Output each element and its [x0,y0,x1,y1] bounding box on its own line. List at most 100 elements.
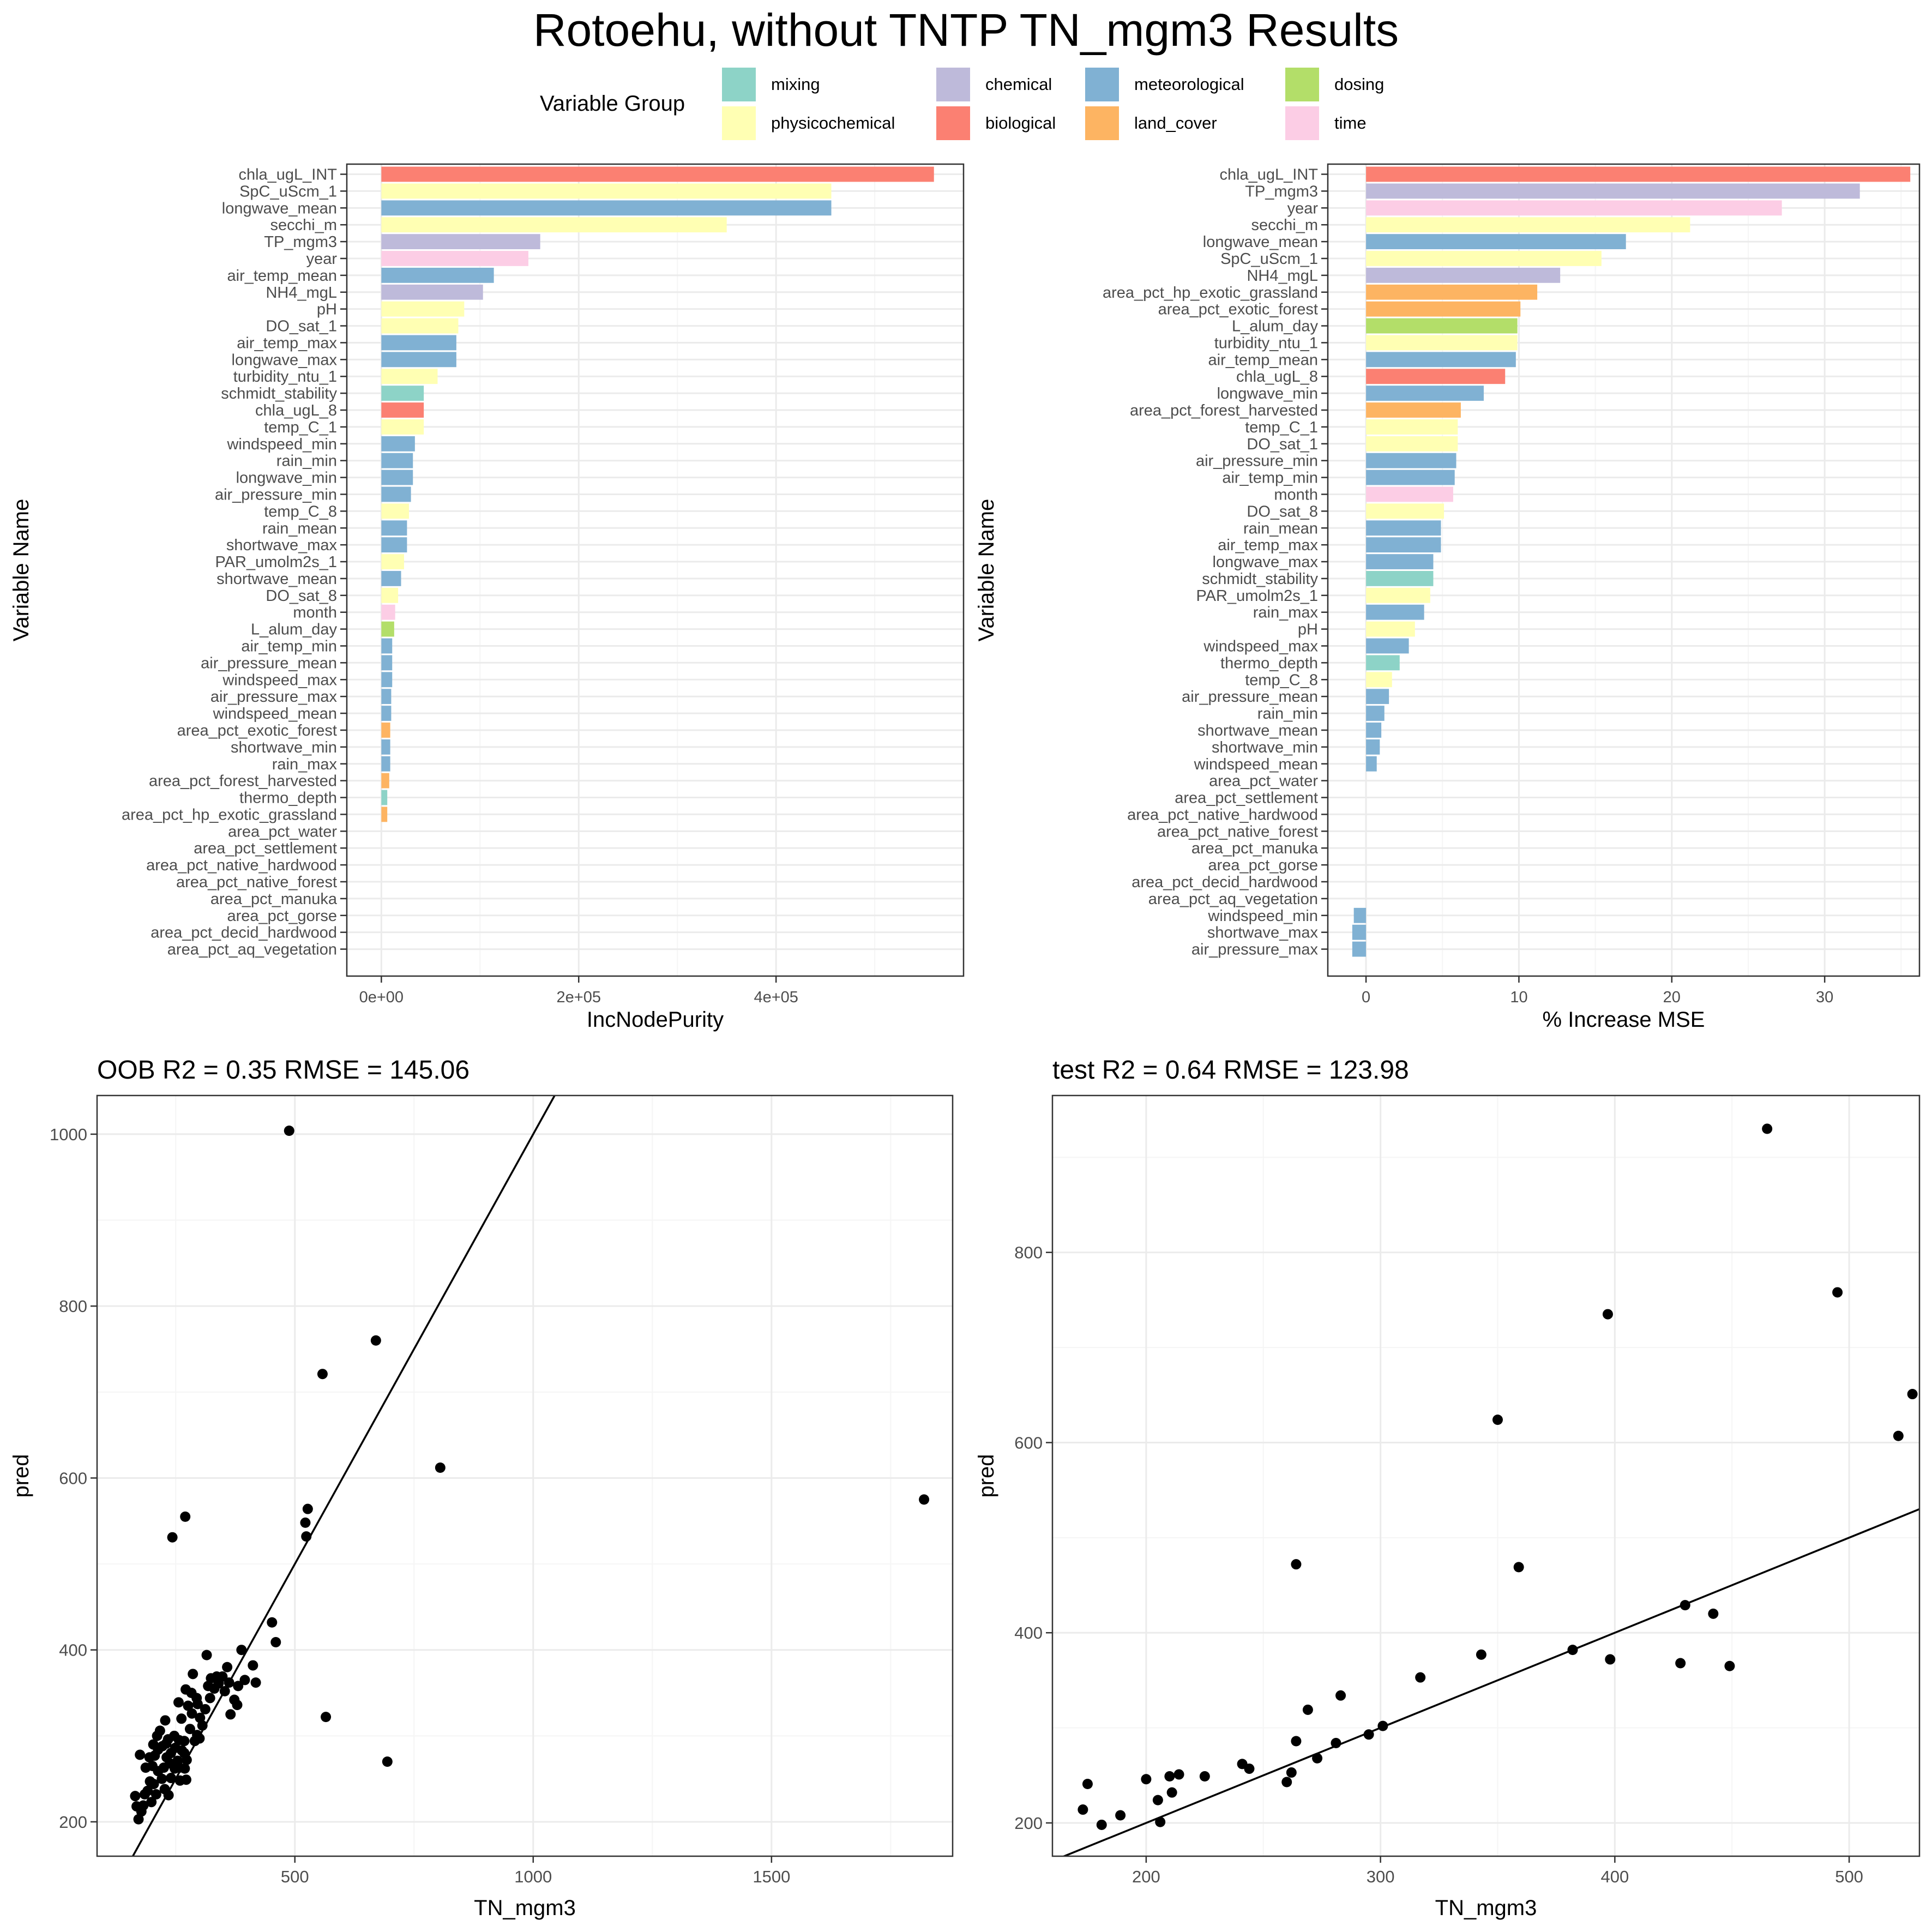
bar-secchi_m [1366,217,1690,233]
x-tick-label: 0e+00 [359,989,404,1006]
data-point [146,1797,157,1808]
legend-key-meteorological [1085,68,1119,101]
y-tick-label: air_pressure_mean [201,654,337,672]
y-tick-label: air_temp_mean [1208,351,1319,369]
data-point [1155,1816,1166,1827]
data-point [1907,1389,1918,1400]
data-point [173,1697,184,1708]
bar-turbidity_ntu_1 [1366,335,1518,351]
bar-air_temp_max [381,335,456,351]
y-tick-label: temp_C_8 [264,503,337,520]
y-axis-label: pred [974,1454,998,1497]
data-point [1331,1737,1341,1748]
legend-key-dosing [1285,68,1319,101]
data-point [186,1708,197,1719]
panel-border [1051,1094,1921,1857]
bar-month [381,604,395,620]
bar-shortwave_min [381,739,390,755]
y-tick-label: longwave_min [1217,385,1318,402]
data-point [181,1754,192,1765]
data-point [300,1517,311,1528]
y-tick-label: windspeed_min [226,436,337,453]
data-point [153,1766,164,1777]
legend-title: Variable Group [540,92,685,116]
data-point [169,1730,180,1741]
y-tick-label: TP_mgm3 [1245,183,1318,200]
legend-key-chemical [936,68,970,101]
legend-item-biological: biological [936,106,1056,140]
x-axis-label: % Increase MSE [1543,1008,1705,1032]
legend-label-land-cover: land_cover [1134,113,1217,133]
y-tick-label: NH4_mgL [266,284,337,302]
y-tick-label: turbidity_ntu_1 [233,368,337,386]
y-tick-label: thermo_depth [1220,654,1318,672]
bar-schmidt_stability [381,386,424,401]
data-point [1513,1562,1524,1573]
y-tick-label: area_pct_settlement [194,840,337,857]
data-point [135,1749,146,1760]
y-tick-label: air_pressure_max [210,688,338,706]
data-point [1286,1767,1297,1778]
y-tick-label: L_alum_day [1232,318,1318,335]
bar-area_pct_forest_harvested [381,773,389,789]
y-tick-label: year [306,250,338,268]
bar-area_pct_exotic_forest [1366,301,1521,317]
bar-month [1366,486,1453,502]
y-tick-label: temp_C_1 [264,419,337,436]
y-tick-label: secchi_m [1251,216,1319,234]
y-tick-label: month [293,604,337,622]
page-title: Rotoehu, without TNTP TN_mgm3 Results [533,4,1399,56]
panel-title: test R2 = 0.64 RMSE = 123.98 [1052,1056,1409,1085]
y-tick-label: pH [317,301,337,318]
y-axis-label: Variable Name [974,499,998,642]
bar-windspeed_mean [1366,756,1377,772]
y-tick-label: area_pct_decid_hardwood [1131,874,1318,891]
legend-item-mixing: mixing [722,68,820,101]
y-tick-label: 600 [1014,1433,1043,1452]
bar-temp_C_8 [381,503,410,519]
x-axis-label: TN_mgm3 [474,1896,576,1920]
y-tick-label: air_temp_min [1222,470,1318,487]
y-tick-label: windspeed_mean [1194,756,1318,773]
bar-area_pct_hp_exotic_grassland [1366,284,1538,300]
x-tick-label: 500 [281,1867,309,1886]
y-tick-label: area_pct_forest_harvested [1130,402,1318,419]
legend-item-physicochemical: physicochemical [722,106,895,140]
y-tick-label: chla_ugL_INT [238,166,337,184]
y-tick-label: SpC_uScm_1 [1220,250,1318,268]
y-tick-label: L_alum_day [251,621,337,639]
bar-air_temp_min [381,638,393,654]
y-tick-label: air_temp_max [237,334,337,352]
panel-border [1327,163,1921,977]
data-point [204,1693,215,1704]
data-point [184,1724,195,1735]
bar-longwave_min [381,470,413,485]
y-tick-label: shortwave_mean [1197,722,1318,739]
y-tick-label: area_pct_native_forest [176,874,337,891]
x-tick-label: 200 [1132,1867,1160,1886]
x-tick-label: 2e+05 [557,989,601,1006]
data-point [224,1677,234,1688]
data-point [919,1494,930,1505]
data-point [233,1681,244,1692]
data-point [1415,1672,1426,1683]
bar-rain_mean [381,520,407,536]
legend-item-chemical: chemical [936,68,1052,101]
y-tick-label: area_pct_exotic_forest [177,722,337,739]
bar-panel-1: chla_ugL_INTSpC_uScm_1longwave_meansecch… [9,163,965,1032]
data-point [152,1730,162,1741]
bar-pH [1366,621,1415,637]
legend-key-land-cover [1085,106,1119,140]
legend-key-biological [936,106,970,140]
bar-air_pressure_mean [381,655,393,671]
bar-air_pressure_min [1366,453,1456,468]
y-tick-label: shortwave_min [231,739,337,756]
y-tick-label: windspeed_max [222,671,337,689]
bar-windspeed_mean [381,706,392,721]
data-point [232,1700,243,1711]
data-point [250,1677,261,1688]
legend-item-dosing: dosing [1285,68,1384,101]
bar-windspeed_min [1353,907,1367,923]
x-tick-label: 500 [1835,1867,1863,1886]
x-axis-label: IncNodePurity [587,1008,724,1032]
